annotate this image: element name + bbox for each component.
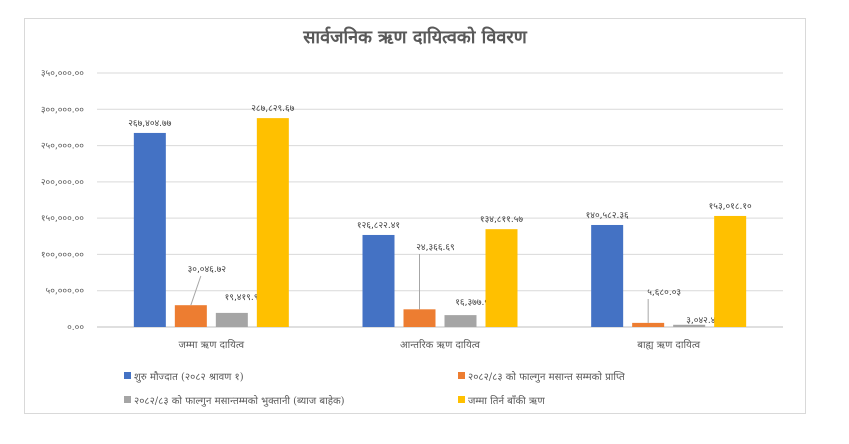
data-label: ३०,०४६.७२ bbox=[188, 265, 227, 275]
y-tick-label: ३५०,०००.०० bbox=[41, 69, 84, 79]
data-label: १४०,५८२.३६ bbox=[586, 211, 629, 221]
bar bbox=[632, 322, 665, 327]
bar bbox=[256, 118, 289, 328]
data-label: १५३,०१८.१० bbox=[709, 202, 752, 212]
data-label: २८७,८२९.६७ bbox=[251, 104, 294, 114]
legend-entry: जम्मा तिर्न बाँकी ऋण bbox=[468, 395, 545, 407]
leader-line bbox=[190, 275, 202, 306]
data-label: १९,४१९.९६ bbox=[225, 293, 264, 303]
data-label: २४,३६६.६९ bbox=[416, 243, 454, 253]
legend-entry: २०८२/८३ को फाल्गुन मसान्तम्मको भुक्तानी … bbox=[134, 395, 345, 407]
y-tick-label: ५०,०००.०० bbox=[46, 287, 85, 297]
legend-swatch bbox=[124, 396, 131, 403]
y-tick-label: २५०,०००.०० bbox=[41, 142, 84, 152]
bar bbox=[133, 132, 166, 327]
bar bbox=[485, 229, 518, 327]
category-label: जम्मा ऋण दायित्व bbox=[179, 339, 245, 351]
y-tick-label: १००,०००.०० bbox=[41, 250, 84, 260]
legend-entry: शुरु मौज्दात (२०८२ श्रावण १) bbox=[134, 371, 244, 383]
bar bbox=[673, 324, 706, 327]
legend-swatch bbox=[124, 372, 131, 379]
y-tick-label: १५०,०००.०० bbox=[41, 214, 84, 224]
data-label: १६,३७७.५३ bbox=[455, 298, 493, 308]
data-label: ३,०४२.४३ bbox=[686, 316, 720, 326]
category-label: आन्तरिक ऋण दायित्व bbox=[400, 339, 480, 351]
y-tick-label: ३००,०००.०० bbox=[41, 105, 84, 115]
category-label: बाह्य ऋण दायित्व bbox=[637, 339, 700, 351]
bar bbox=[444, 315, 477, 327]
bar bbox=[591, 224, 624, 327]
data-label: १२६,८२२.४१ bbox=[357, 221, 400, 231]
data-label: २६७,४०४.७७ bbox=[128, 119, 171, 129]
chart-title: सार्वजनिक ऋण दायित्वको विवरण bbox=[303, 27, 527, 48]
bar bbox=[362, 234, 395, 327]
data-label: १३४,८११.५७ bbox=[480, 215, 523, 225]
data-label: ५,६८०.०३ bbox=[647, 288, 681, 298]
bar bbox=[174, 305, 207, 327]
y-tick-label: २००,०००.०० bbox=[41, 178, 84, 188]
legend-entry: २०८२/८३ को फाल्गुन मसान्त सम्मको प्राप्त… bbox=[468, 371, 625, 383]
legend-swatch bbox=[458, 372, 465, 379]
bar bbox=[714, 215, 747, 327]
legend-swatch bbox=[458, 396, 465, 403]
bar bbox=[215, 312, 248, 327]
y-tick-label: ०.०० bbox=[67, 323, 84, 333]
bar bbox=[403, 309, 436, 327]
